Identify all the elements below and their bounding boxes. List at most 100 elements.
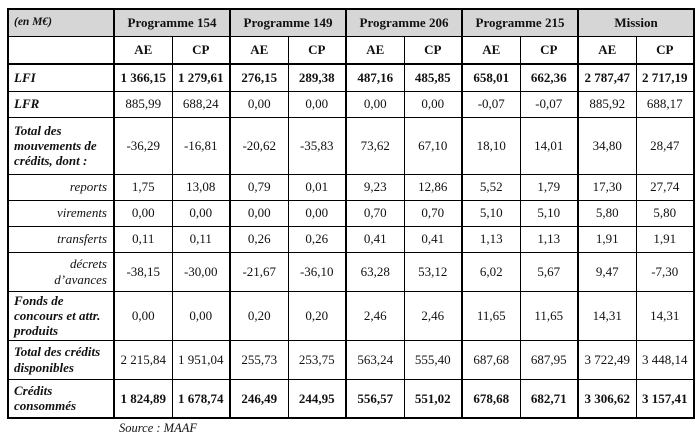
value-cell: 14,01 (519, 116, 579, 175)
value-cell: 0,11 (171, 225, 231, 253)
value-cell: 1,13 (461, 225, 521, 253)
value-cell: 1,79 (519, 173, 579, 201)
value-cell: 5,67 (519, 251, 579, 292)
source-note: Source : MAAF (119, 421, 197, 435)
row-label: décrets d’avances (7, 251, 115, 292)
value-cell: 0,70 (403, 199, 463, 227)
value-cell: 17,30 (577, 173, 637, 201)
value-cell: 28,47 (635, 116, 695, 175)
cp-header: CP (519, 36, 579, 65)
value-cell: 0,00 (113, 290, 173, 341)
table-row: Fonds de concours et attr. produits 0,00 0… (7, 290, 695, 341)
value-cell: 63,28 (345, 251, 405, 292)
budget-table: (en M€) Programme 154 Programme 149 Prog… (7, 8, 695, 419)
value-cell: 289,38 (287, 63, 347, 92)
programme-header-row: (en M€) Programme 154 Programme 149 Prog… (8, 8, 695, 37)
value-cell: 678,68 (461, 378, 521, 419)
value-cell: 14,31 (577, 290, 637, 341)
value-cell: 687,95 (519, 339, 579, 380)
unit-label: (en M€) (8, 8, 115, 37)
value-cell: 3 448,14 (635, 339, 695, 380)
value-cell: 246,49 (229, 378, 289, 419)
table-row: reports 1,75 13,08 0,79 0,01 9,23 12,86 5,52 1,7… (7, 173, 695, 201)
value-cell: 67,10 (403, 116, 463, 175)
value-cell: 682,71 (519, 378, 579, 419)
value-cell: 18,10 (461, 116, 521, 175)
value-cell: 9,23 (345, 173, 405, 201)
value-cell: 885,92 (577, 90, 637, 118)
value-cell: 0,20 (229, 290, 289, 341)
value-cell: 1,91 (577, 225, 637, 253)
value-cell: 253,75 (287, 339, 347, 380)
value-cell: 5,80 (635, 199, 695, 227)
value-cell: 11,65 (519, 290, 579, 341)
value-cell: 555,40 (403, 339, 463, 380)
value-cell: 1 824,89 (113, 378, 173, 419)
value-cell: 556,57 (345, 378, 405, 419)
value-cell: 2 787,47 (577, 63, 637, 92)
ae-header: AE (461, 36, 521, 65)
value-cell: 0,26 (287, 225, 347, 253)
value-cell: 658,01 (461, 63, 521, 92)
value-cell: 563,24 (345, 339, 405, 380)
value-cell: -36,10 (287, 251, 347, 292)
ae-header: AE (577, 36, 637, 65)
value-cell: 5,10 (519, 199, 579, 227)
value-cell: -21,67 (229, 251, 289, 292)
table-row: LFR 885,99 688,24 0,00 0,00 0,00 0,00 -0,07 -0,0… (7, 90, 695, 118)
table-row: Crédits consommés 1 824,89 1 678,74 246,49 2… (7, 378, 695, 419)
value-cell: -0,07 (461, 90, 521, 118)
value-cell: 551,02 (403, 378, 463, 419)
value-cell: 687,68 (461, 339, 521, 380)
value-cell: 0,00 (229, 90, 289, 118)
value-cell: 0,00 (171, 199, 231, 227)
value-cell: 0,41 (345, 225, 405, 253)
value-cell: 0,11 (113, 225, 173, 253)
value-cell: 0,00 (171, 290, 231, 341)
value-cell: 2 215,84 (113, 339, 173, 380)
value-cell: -16,81 (171, 116, 231, 175)
row-label: LFI (7, 63, 115, 92)
cp-header: CP (287, 36, 347, 65)
value-cell: -35,83 (287, 116, 347, 175)
table-row: Total des mouvements de crédits, dont :-… (7, 116, 695, 175)
table-row: décrets d’avances -38,15 -30,00 -21,67 -36,1… (7, 251, 695, 292)
value-cell: 2,46 (403, 290, 463, 341)
table-row: LFI 1 366,15 1 279,61 276,15 289,38 487,16 485… (7, 63, 695, 92)
value-cell: 487,16 (345, 63, 405, 92)
col-group-header-programme-149: Programme 149 (229, 8, 347, 37)
value-cell: 688,24 (171, 90, 231, 118)
value-cell: 1 951,04 (171, 339, 231, 380)
value-cell: 1 678,74 (171, 378, 231, 419)
value-cell: 0,70 (345, 199, 405, 227)
value-cell: 3 306,62 (577, 378, 637, 419)
value-cell: 0,20 (287, 290, 347, 341)
value-cell: 0,00 (113, 199, 173, 227)
row-label: Crédits consommés (7, 378, 115, 419)
row-label: reports (7, 173, 115, 201)
ae-header: AE (345, 36, 405, 65)
cp-header: CP (635, 36, 695, 65)
col-group-header-mission: Mission (577, 8, 695, 37)
value-cell: -20,62 (229, 116, 289, 175)
empty-header-cell (7, 36, 115, 65)
value-cell: 255,73 (229, 339, 289, 380)
value-cell: 1,91 (635, 225, 695, 253)
value-cell: 53,12 (403, 251, 463, 292)
value-cell: 688,17 (635, 90, 695, 118)
value-cell: 14,31 (635, 290, 695, 341)
value-cell: 73,62 (345, 116, 405, 175)
value-cell: -38,15 (113, 251, 173, 292)
value-cell: 34,80 (577, 116, 637, 175)
value-cell: -30,00 (171, 251, 231, 292)
value-cell: 885,99 (113, 90, 173, 118)
value-cell: 9,47 (577, 251, 637, 292)
value-cell: -36,29 (113, 116, 173, 175)
row-label: Total des crédits disponibles (7, 339, 115, 380)
row-label: Fonds de concours et attr. produits (7, 290, 115, 341)
col-group-header-programme-215: Programme 215 (461, 8, 579, 37)
cp-header: CP (171, 36, 231, 65)
value-cell: 2,46 (345, 290, 405, 341)
value-cell: 3 722,49 (577, 339, 637, 380)
ae-header: AE (229, 36, 289, 65)
